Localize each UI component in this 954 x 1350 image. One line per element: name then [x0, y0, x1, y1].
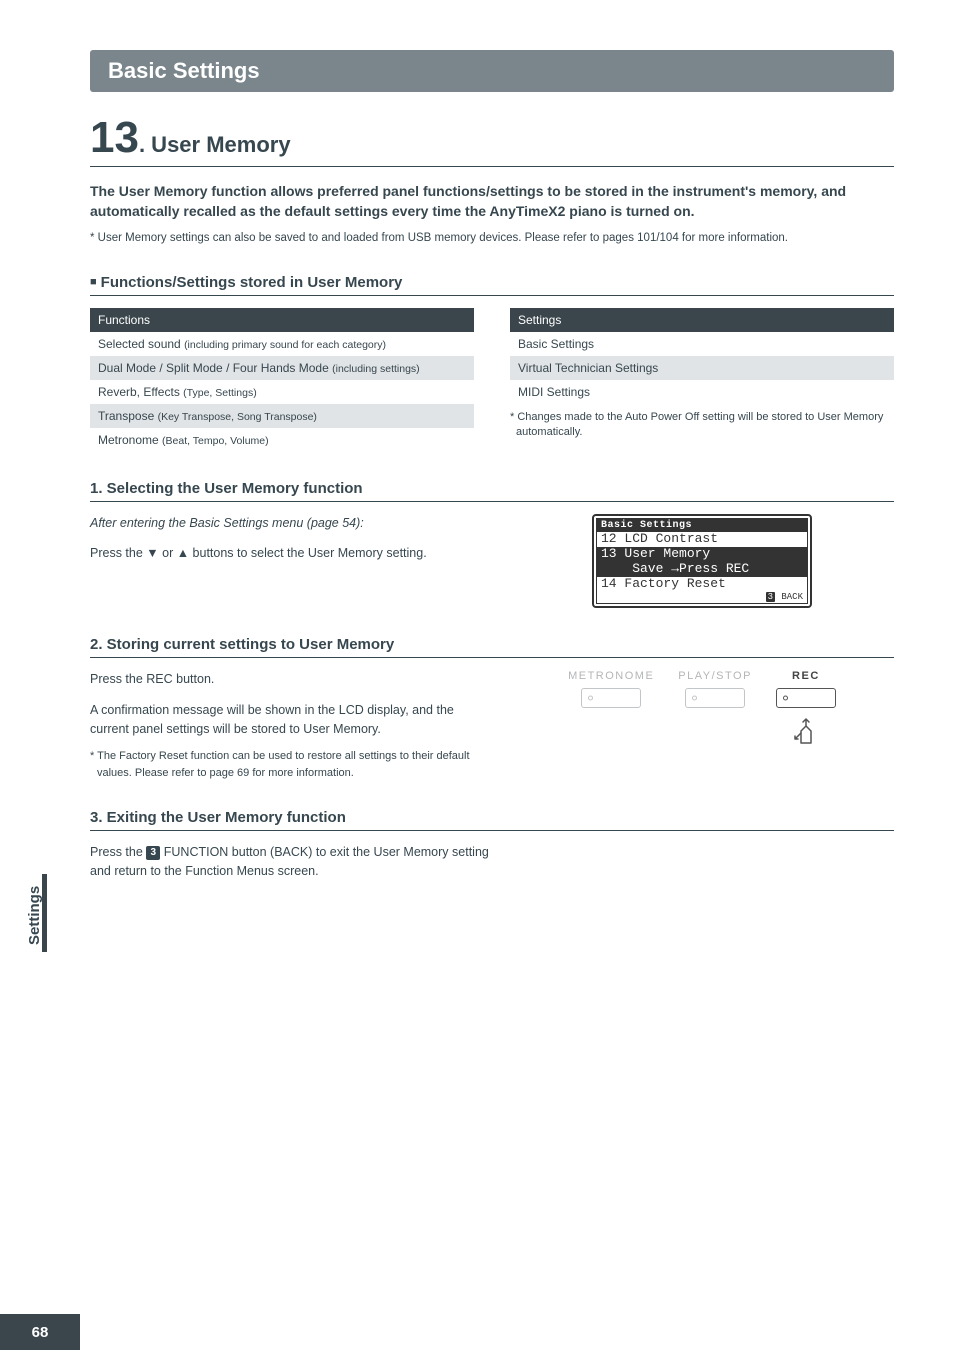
table-row: Virtual Technician Settings [510, 356, 894, 380]
table-row: Metronome (Beat, Tempo, Volume) [90, 428, 474, 452]
side-tab-label: Settings [26, 886, 43, 945]
step2-p1: Press the REC button. [90, 670, 474, 689]
metronome-label: METRONOME [568, 670, 654, 682]
heading-text: . User Memory [139, 132, 291, 157]
table-row: Dual Mode / Split Mode / Four Hands Mode… [90, 356, 474, 380]
functions-table-header: Functions [90, 308, 474, 332]
table-row: Transpose (Key Transpose, Song Transpose… [90, 404, 474, 428]
lcd-line: 14 Factory Reset [597, 577, 807, 592]
rec-button-unit: REC [776, 670, 836, 752]
lcd-line-selected-sub: Save →Press REC [597, 562, 807, 577]
main-heading: 13. User Memory [90, 116, 894, 167]
table-row: Selected sound (including primary sound … [90, 332, 474, 356]
step2-p2: A confirmation message will be shown in … [90, 701, 474, 739]
press-arrow-icon [776, 717, 836, 752]
step3-heading: 3. Exiting the User Memory function [90, 809, 894, 831]
table-row: Basic Settings [510, 332, 894, 356]
lcd-footer: 3 BACK [597, 592, 807, 603]
playstop-label: PLAY/STOP [678, 670, 752, 682]
table-row: Reverb, Effects (Type, Settings) [90, 380, 474, 404]
step2-footnote: * The Factory Reset function can be used… [90, 748, 474, 781]
step2-heading: 2. Storing current settings to User Memo… [90, 636, 894, 658]
top-footnote: * User Memory settings can also be saved… [90, 232, 894, 244]
step3-body: Press the 3 FUNCTION button (BACK) to ex… [90, 843, 492, 881]
settings-table: Settings Basic Settings Virtual Technici… [510, 308, 894, 404]
page-number: 68 [0, 1314, 80, 1350]
functions-table: Functions Selected sound (including prim… [90, 308, 474, 452]
metronome-button [581, 688, 641, 708]
subheading-functions-settings: Functions/Settings stored in User Memory [90, 274, 894, 296]
heading-number: 13 [90, 113, 139, 162]
intro-paragraph: The User Memory function allows preferre… [90, 181, 894, 222]
lcd-line-selected: 13 User Memory [597, 547, 807, 562]
step1-italic: After entering the Basic Settings menu (… [90, 514, 474, 533]
lcd-display: Basic Settings 12 LCD Contrast 13 User M… [592, 514, 812, 609]
settings-table-header: Settings [510, 308, 894, 332]
playstop-button-unit: PLAY/STOP [678, 670, 752, 713]
playstop-button [685, 688, 745, 708]
button-panel: METRONOME PLAY/STOP REC [568, 670, 836, 752]
rec-label: REC [776, 670, 836, 682]
step1-heading: 1. Selecting the User Memory function [90, 480, 894, 502]
settings-footnote: * Changes made to the Auto Power Off set… [510, 410, 894, 441]
table-row: MIDI Settings [510, 380, 894, 404]
metronome-button-unit: METRONOME [568, 670, 654, 713]
section-banner: Basic Settings [90, 50, 894, 92]
lcd-title: Basic Settings [597, 519, 807, 533]
rec-button [776, 688, 836, 708]
step1-body: Press the ▼ or ▲ buttons to select the U… [90, 546, 427, 560]
lcd-line: 12 LCD Contrast [597, 532, 807, 547]
function-button-3-icon: 3 [146, 846, 160, 860]
